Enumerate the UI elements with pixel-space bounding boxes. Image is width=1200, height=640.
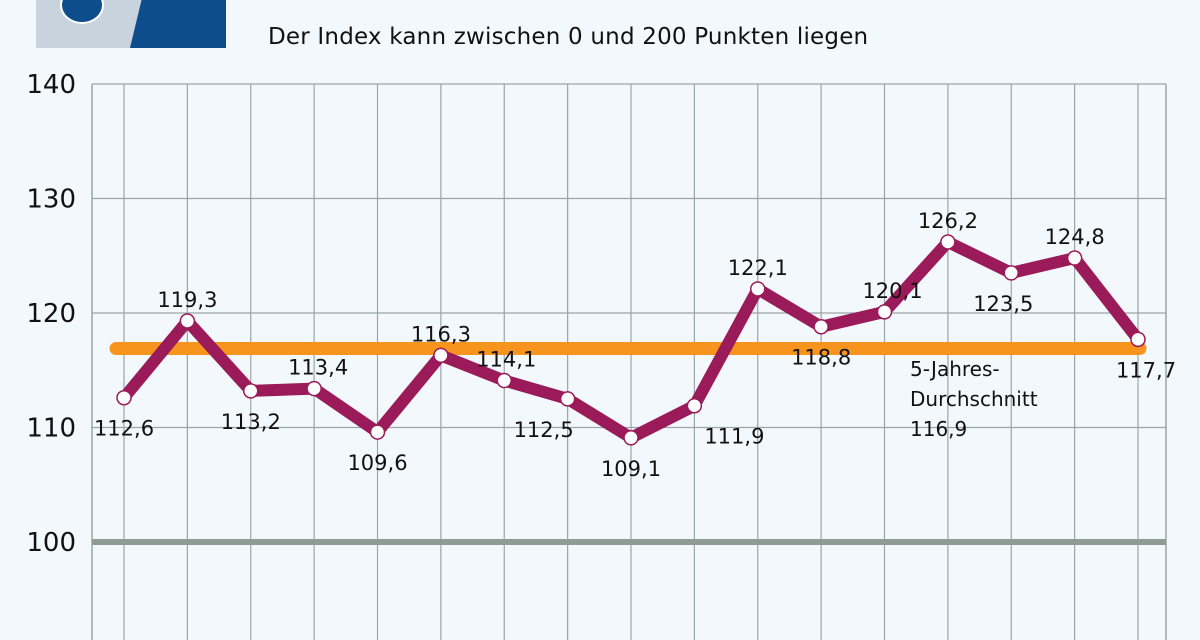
- data-label: 113,4: [288, 356, 348, 380]
- data-point: [1003, 265, 1019, 281]
- data-label: 120,1: [862, 279, 922, 303]
- y-tick-label: 100: [26, 528, 76, 558]
- data-label: 109,6: [347, 451, 407, 475]
- data-point: [940, 234, 956, 250]
- chart-subtitle: Der Index kann zwischen 0 und 200 Punkte…: [268, 24, 869, 50]
- data-point: [686, 397, 703, 414]
- y-tick-label: 130: [26, 185, 76, 215]
- data-label: 113,2: [221, 410, 281, 434]
- data-point: [369, 424, 386, 440]
- average-label: Durchschnitt: [910, 387, 1038, 411]
- data-point: [1130, 331, 1146, 348]
- y-tick-label: 140: [26, 70, 76, 100]
- data-point: [243, 383, 259, 399]
- average-label: 5-Jahres-: [910, 357, 1000, 381]
- data-point: [1066, 250, 1083, 266]
- data-point: [559, 391, 576, 407]
- data-label: 119,3: [157, 288, 217, 312]
- logo: [36, 0, 226, 48]
- data-label: 126,2: [918, 209, 978, 233]
- logo-blue-block: [130, 0, 226, 48]
- data-label: 116,3: [411, 322, 471, 346]
- y-tick-label: 110: [26, 414, 76, 444]
- data-label: 112,5: [514, 418, 574, 442]
- data-label: 109,1: [601, 457, 661, 481]
- data-point: [876, 304, 893, 320]
- y-tick-label: 120: [26, 299, 76, 329]
- data-label: 123,5: [973, 292, 1033, 316]
- data-label: 114,1: [476, 348, 536, 372]
- data-label: 112,6: [94, 417, 154, 441]
- data-label: 122,1: [728, 256, 788, 280]
- data-point: [433, 347, 449, 364]
- data-label: 124,8: [1045, 225, 1105, 249]
- data-label: 111,9: [704, 425, 764, 449]
- data-point: [306, 380, 322, 397]
- data-point: [813, 318, 829, 335]
- data-label: 118,8: [791, 346, 851, 370]
- data-point: [750, 281, 766, 297]
- data-label: 117,7: [1116, 358, 1176, 382]
- data-point: [496, 372, 512, 389]
- data-point: [116, 389, 132, 406]
- average-label: 116,9: [910, 417, 967, 441]
- data-point: [623, 430, 639, 446]
- data-point: [179, 313, 196, 329]
